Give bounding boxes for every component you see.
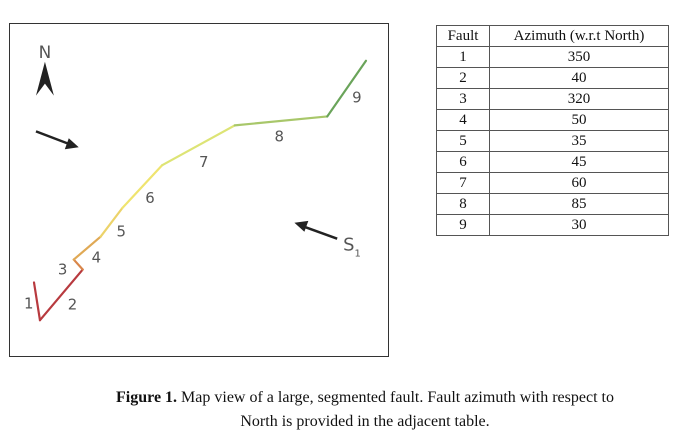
fault-map: N S1 1 2 3 4 5 bbox=[9, 23, 389, 357]
azimuth-cell: 35 bbox=[489, 130, 669, 152]
fault-cell: 7 bbox=[436, 172, 490, 194]
segment-label-3: 3 bbox=[58, 260, 67, 278]
column-header-azimuth: Azimuth (w.r.t North) bbox=[489, 25, 669, 47]
azimuth-cell: 30 bbox=[489, 214, 669, 236]
fault-map-drawing: N S1 1 2 3 4 5 bbox=[24, 42, 368, 322]
azimuth-cell: 85 bbox=[489, 193, 669, 215]
fault-segment-9 bbox=[326, 59, 368, 118]
stress-arrow-right-icon bbox=[294, 220, 338, 240]
fault-segment-6 bbox=[121, 164, 164, 209]
table-row: 3 320 bbox=[436, 88, 669, 110]
azimuth-cell: 45 bbox=[489, 151, 669, 173]
caption-text-line2: North is provided in the adjacent table. bbox=[240, 413, 490, 430]
table-row: 7 60 bbox=[436, 172, 669, 194]
azimuth-cell: 50 bbox=[489, 109, 669, 131]
caption-text-line1: Map view of a large, segmented fault. Fa… bbox=[177, 389, 614, 406]
fault-segment-2 bbox=[38, 268, 84, 322]
table-row: 2 40 bbox=[436, 67, 669, 89]
azimuth-cell: 320 bbox=[489, 88, 669, 110]
fault-cell: 1 bbox=[436, 46, 490, 68]
segment-label-8: 8 bbox=[275, 127, 284, 145]
column-header-fault: Fault bbox=[436, 25, 490, 47]
fault-cell: 8 bbox=[436, 193, 490, 215]
fault-cell: 3 bbox=[436, 88, 490, 110]
table-header-row: Fault Azimuth (w.r.t North) bbox=[436, 25, 669, 47]
table-row: 4 50 bbox=[436, 109, 669, 131]
figure-caption: Figure 1. Map view of a large, segmented… bbox=[70, 386, 660, 434]
fault-segment-5 bbox=[99, 206, 124, 238]
north-label: N bbox=[39, 42, 52, 62]
table-row: 8 85 bbox=[436, 193, 669, 215]
segment-label-7: 7 bbox=[199, 153, 208, 171]
segment-label-5: 5 bbox=[116, 223, 125, 241]
table-row: 9 30 bbox=[436, 214, 669, 236]
segment-label-1: 1 bbox=[24, 294, 33, 312]
fault-segment-4 bbox=[72, 235, 102, 261]
segment-label-4: 4 bbox=[92, 249, 101, 267]
table-row: 1 350 bbox=[436, 46, 669, 68]
north-arrow-icon bbox=[35, 61, 54, 96]
azimuth-cell: 40 bbox=[489, 67, 669, 89]
segment-label-6: 6 bbox=[145, 189, 154, 207]
table-row: 6 45 bbox=[436, 151, 669, 173]
caption-figure-label: Figure 1. bbox=[116, 389, 178, 406]
fault-segment-1 bbox=[32, 281, 42, 322]
fault-cell: 4 bbox=[436, 109, 490, 131]
fault-cell: 5 bbox=[436, 130, 490, 152]
stress-label-s: S bbox=[343, 235, 354, 256]
fault-segment-7 bbox=[161, 124, 236, 167]
table-row: 5 35 bbox=[436, 130, 669, 152]
azimuth-cell: 350 bbox=[489, 46, 669, 68]
segment-label-9: 9 bbox=[352, 89, 361, 107]
fault-cell: 6 bbox=[436, 151, 490, 173]
stress-arrow-left-icon bbox=[35, 130, 79, 150]
stress-label: S1 bbox=[343, 235, 361, 260]
fault-segment-8 bbox=[233, 115, 329, 127]
fault-cell: 9 bbox=[436, 214, 490, 236]
stress-label-subscript: 1 bbox=[354, 249, 360, 260]
fault-segment-3 bbox=[72, 258, 84, 271]
azimuth-cell: 60 bbox=[489, 172, 669, 194]
segment-label-2: 2 bbox=[68, 295, 77, 313]
fault-azimuth-table: Fault Azimuth (w.r.t North) 1 350 2 40 3 32… bbox=[436, 25, 669, 236]
fault-cell: 2 bbox=[436, 67, 490, 89]
